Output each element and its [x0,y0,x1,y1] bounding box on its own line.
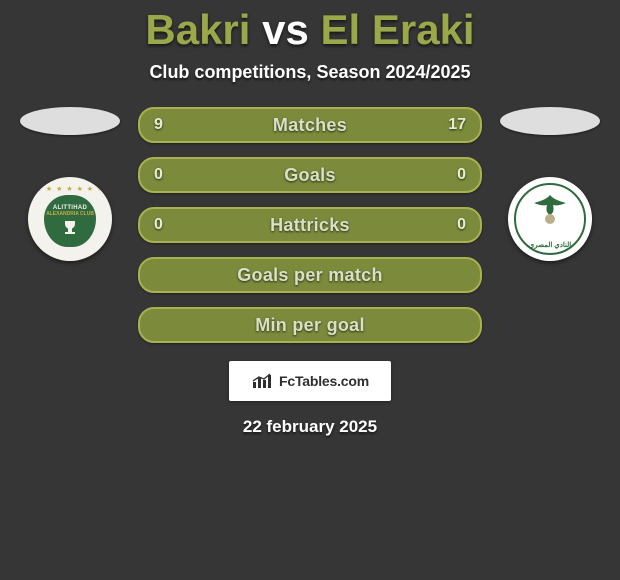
stat-left-value: 0 [154,216,163,234]
stat-label: Min per goal [255,315,365,336]
player1-name: Bakri [145,6,250,53]
right-side: النادي المصري [500,107,600,261]
subtitle: Club competitions, Season 2024/2025 [0,62,620,83]
stat-row-goals: 0 Goals 0 [138,157,482,193]
stat-label: Hattricks [270,215,350,236]
left-oval [20,107,120,135]
stat-right-value: 0 [457,216,466,234]
eagle-icon [524,191,576,231]
date-text: 22 february 2025 [0,417,620,437]
stat-left-value: 9 [154,116,163,134]
right-team-badge: النادي المصري [508,177,592,261]
left-side: ★ ★ ★ ★ ★ ★ ★ ALITTIHAD ALEXANDRIA CLUB [20,107,120,261]
left-badge-line2: ALEXANDRIA CLUB [46,211,94,217]
stat-left-value: 0 [154,166,163,184]
left-badge-stars-icon: ★ ★ ★ ★ ★ ★ ★ [28,185,112,193]
page-title: Bakri vs El Eraki [0,6,620,54]
stat-label: Goals [284,165,336,186]
vs-word: vs [262,6,309,53]
right-oval [500,107,600,135]
stat-row-matches: 9 Matches 17 [138,107,482,143]
stat-label: Goals per match [237,265,383,286]
brand-logo[interactable]: FcTables.com [229,361,391,401]
brand-text: FcTables.com [279,373,369,389]
trophy-icon [59,219,81,237]
stat-row-min-per-goal: Min per goal [138,307,482,343]
stat-label: Matches [273,115,347,136]
player2-name: El Eraki [321,6,475,53]
stat-right-value: 0 [457,166,466,184]
stats-column: 9 Matches 17 0 Goals 0 0 Hattricks 0 Goa… [138,107,482,343]
stat-row-goals-per-match: Goals per match [138,257,482,293]
right-badge-arabic: النادي المصري [508,241,592,249]
left-team-badge: ★ ★ ★ ★ ★ ★ ★ ALITTIHAD ALEXANDRIA CLUB [28,177,112,261]
bar-chart-icon [251,372,273,390]
left-badge-shield-icon: ALITTIHAD ALEXANDRIA CLUB [44,195,96,247]
main-layout: ★ ★ ★ ★ ★ ★ ★ ALITTIHAD ALEXANDRIA CLUB … [0,107,620,343]
stat-right-value: 17 [448,116,466,134]
stat-row-hattricks: 0 Hattricks 0 [138,207,482,243]
